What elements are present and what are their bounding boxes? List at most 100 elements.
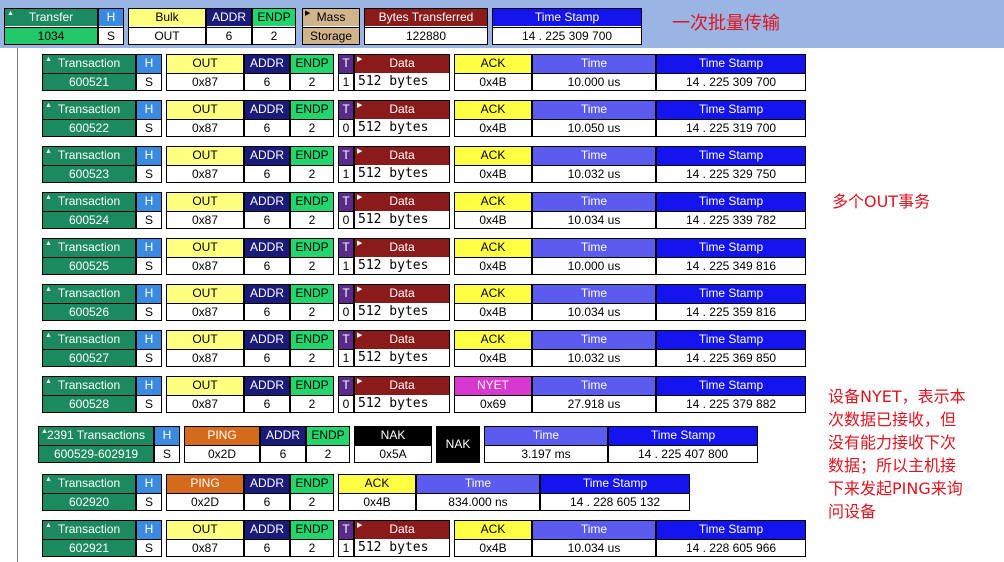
bytes-transferred-cell: Bytes Transferred 122880 [364, 8, 488, 45]
token-value: 0x87 [167, 73, 243, 90]
addr: ADDR 6 [244, 54, 290, 91]
time: Time 10.034 us [532, 192, 656, 229]
expand-icon[interactable]: ▲ [45, 522, 52, 529]
endp-label: ENDP [295, 194, 329, 208]
data-triangle-icon: ▶ [357, 286, 363, 293]
addr: ADDR 6 [244, 238, 290, 275]
data-value: 512 bytes [358, 166, 429, 181]
data-label: Data [389, 240, 415, 254]
expand-icon[interactable]: ▲ [45, 332, 52, 339]
handshake-label: ACK [480, 194, 506, 208]
transaction[interactable]: ▲ Transaction 602920 [42, 474, 136, 511]
time-value: 27.918 us [533, 395, 655, 412]
toggle-value: 1 [339, 349, 353, 366]
toggle-value: 1 [339, 165, 353, 182]
expand-icon[interactable]: ▲ [45, 194, 52, 201]
timestamp-value: 14 . 225 309 700 [657, 73, 805, 90]
endp-value: 2 [291, 119, 333, 136]
expand-icon[interactable]: ▲ [45, 378, 52, 385]
transaction[interactable]: ▲ Transaction 600525 [42, 238, 136, 275]
token-value: 0x87 [167, 395, 243, 412]
endp-cell: ENDP 2 [252, 8, 296, 45]
data: ▶ Data 512 bytes [354, 192, 450, 229]
addr-label: ADDR [249, 102, 284, 116]
time-value: 3.197 ms [485, 445, 607, 462]
transaction-label: Transaction [57, 240, 121, 254]
h-label: H [144, 476, 154, 490]
data-value: 512 bytes [358, 540, 429, 555]
timestamp: Time Stamp 14 . 228 605 966 [656, 520, 806, 557]
timestamp-value: 14 . 225 369 850 [657, 349, 805, 366]
endp-value: 2 [291, 539, 333, 556]
handshake: ACK 0x4B [454, 238, 532, 275]
time-value: 10.034 us [533, 211, 655, 228]
transfer-h-cell: H S [98, 8, 124, 45]
handshake: ACK 0x4B [454, 284, 532, 321]
token-label: OUT [192, 378, 218, 392]
mass-storage-cell: ▶ Mass Storage [302, 8, 360, 45]
endp: ENDP 2 [290, 376, 334, 413]
transaction-label: Transaction [57, 194, 121, 208]
addr: ADDR 6 [244, 376, 290, 413]
data-triangle-icon: ▶ [357, 148, 363, 155]
transaction-value: 600525 [43, 257, 135, 274]
time-value: 10.034 us [533, 539, 655, 556]
h-label: H [99, 9, 123, 26]
time-value: 10.032 us [533, 349, 655, 366]
bulk-cell: Bulk OUT [128, 8, 206, 45]
expand-icon[interactable]: ▲ [45, 148, 52, 155]
transaction[interactable]: ▲ Transaction 600528 [42, 376, 136, 413]
endp: ENDP 2 [290, 330, 334, 367]
transaction[interactable]: ▲ Transaction 600526 [42, 284, 136, 321]
handshake-value: 0x4B [455, 119, 531, 136]
expand-icon[interactable]: ▲ [45, 240, 52, 247]
transaction-label: Transaction [57, 522, 121, 536]
handshake: ACK 0x4B [454, 100, 532, 137]
expand-icon[interactable]: ▲ [45, 476, 52, 483]
addr-label: ADDR [249, 378, 284, 392]
timestamp-value: 14 . 228 605 966 [657, 539, 805, 556]
transaction[interactable]: ▲ Transaction 600524 [42, 192, 136, 229]
time-label: Time [580, 102, 608, 116]
endp-label: ENDP [295, 286, 329, 300]
annotation-multi-out: 多个OUT事务 [832, 192, 931, 211]
token-label: OUT [192, 148, 218, 162]
endp-value: 2 [307, 445, 349, 462]
transaction-group[interactable]: ▲ 2391 Transactions 600529-602919 [38, 426, 154, 463]
expand-icon[interactable]: ▲ [45, 56, 52, 63]
h-value: S [137, 303, 161, 320]
ping-label: PING [190, 476, 220, 490]
expand-icon[interactable]: ▲ [7, 10, 14, 17]
toggle-value: 1 [339, 73, 353, 90]
expand-icon[interactable]: ▲ [41, 428, 48, 435]
transaction[interactable]: ▲ Transaction 602921 [42, 520, 136, 557]
transaction-value: 600523 [43, 165, 135, 182]
token: OUT 0x87 [166, 192, 244, 229]
expand-icon[interactable]: ▲ [45, 102, 52, 109]
time-label: Time [580, 522, 608, 536]
endp: ENDP 2 [290, 192, 334, 229]
transaction[interactable]: ▲ Transaction 600522 [42, 100, 136, 137]
token: OUT 0x87 [166, 54, 244, 91]
transaction[interactable]: ▲ Transaction 600527 [42, 330, 136, 367]
transaction[interactable]: ▲ Transaction 600523 [42, 146, 136, 183]
handshake-value: 0x4B [455, 73, 531, 90]
token-label: OUT [192, 522, 218, 536]
timestamp: Time Stamp 14 . 225 329 750 [656, 146, 806, 183]
transfer-cell[interactable]: ▲ Transfer 1034 [4, 8, 98, 45]
nak-label: NAK [380, 428, 406, 442]
expand-icon[interactable]: ▲ [45, 286, 52, 293]
timestamp: Time Stamp 14 . 225 369 850 [656, 330, 806, 367]
transaction[interactable]: ▲ Transaction 600521 [42, 54, 136, 91]
h-value: S [137, 395, 161, 412]
time-value: 834.000 ns [417, 493, 539, 510]
h-label: H [144, 522, 154, 536]
time-label: Time [580, 286, 608, 300]
bulk-value: OUT [129, 27, 205, 44]
data-label: Data [389, 148, 415, 162]
